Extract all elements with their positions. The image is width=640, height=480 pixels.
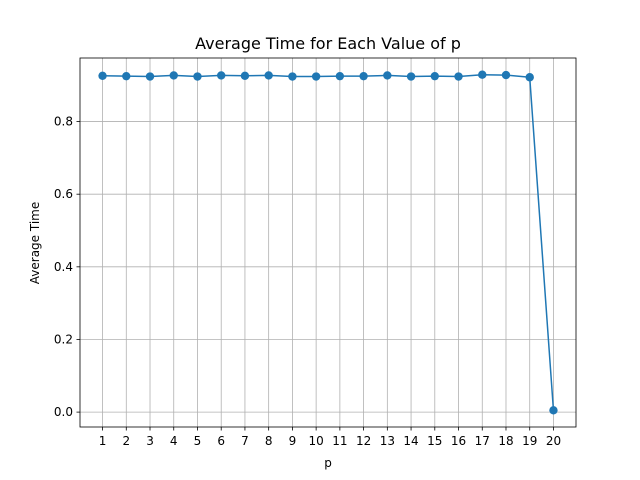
x-tick-label: 15 — [427, 434, 442, 448]
y-tick-label: 0.8 — [54, 115, 73, 129]
x-tick-label: 13 — [380, 434, 395, 448]
x-tick-label: 17 — [475, 434, 490, 448]
data-point — [454, 72, 463, 81]
x-tick-label: 10 — [308, 434, 323, 448]
x-tick-label: 2 — [122, 434, 130, 448]
series — [98, 70, 558, 415]
data-point — [406, 72, 416, 81]
x-tick-label: 14 — [403, 434, 418, 448]
x-tick-label: 18 — [498, 434, 513, 448]
data-point — [311, 72, 321, 81]
data-point — [478, 70, 487, 79]
x-tick-label: 7 — [241, 434, 249, 448]
data-point — [359, 71, 368, 81]
ticks: 1 2 3 4 5 6 7 8 9 10 11 12 13 14 15 16 17 18 19 200.00.20.4… — [54, 115, 561, 448]
x-tick-label: 4 — [170, 434, 178, 448]
chart-title: Average Time for Each Value of p — [195, 34, 461, 53]
x-tick-label: 20 — [546, 434, 561, 448]
y-tick-label: 0.0 — [54, 405, 73, 419]
grid — [80, 58, 576, 427]
data-point — [193, 72, 202, 81]
x-tick-label: 16 — [451, 434, 466, 448]
data-point — [122, 71, 131, 81]
data-point — [288, 72, 297, 81]
x-tick-label: 3 — [146, 434, 154, 448]
data-point — [430, 71, 439, 81]
y-axis-label: Average Time — [28, 202, 42, 284]
plot-frame — [79, 57, 577, 428]
x-tick-label: 8 — [265, 434, 273, 448]
data-point — [217, 71, 226, 80]
data-point — [335, 71, 345, 81]
x-tick-label: 19 — [522, 434, 537, 448]
data-point — [501, 70, 511, 80]
data-point — [169, 71, 178, 80]
y-tick-label: 0.6 — [54, 187, 73, 201]
x-tick-label: 5 — [194, 434, 202, 448]
x-tick-label: 11 — [332, 434, 347, 448]
x-axis-label: p — [324, 456, 332, 470]
data-point — [549, 406, 558, 415]
data-point — [264, 71, 273, 80]
y-tick-label: 0.4 — [54, 260, 73, 274]
data-point — [383, 71, 392, 80]
x-tick-label: 6 — [217, 434, 225, 448]
x-tick-label: 9 — [289, 434, 297, 448]
data-point — [98, 71, 107, 80]
axes — [79, 57, 577, 428]
data-point — [240, 71, 250, 80]
x-tick-label: 1 — [99, 434, 107, 448]
data-point — [525, 73, 534, 82]
y-tick-label: 0.2 — [54, 332, 73, 346]
data-point — [145, 72, 155, 81]
x-tick-label: 12 — [356, 434, 371, 448]
